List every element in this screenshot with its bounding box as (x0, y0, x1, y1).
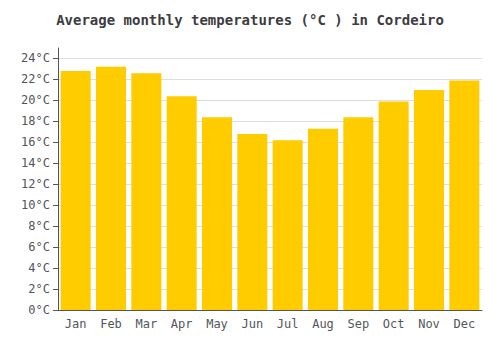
svg-text:Apr: Apr (171, 317, 193, 331)
svg-text:2°C: 2°C (28, 282, 50, 296)
svg-text:Nov: Nov (418, 317, 440, 331)
svg-text:Dec: Dec (453, 317, 475, 331)
svg-text:Average monthly temperatures (: Average monthly temperatures (°C ) in Co… (56, 12, 444, 28)
svg-text:Jun: Jun (241, 317, 263, 331)
svg-text:Mar: Mar (135, 317, 157, 331)
svg-text:12°C: 12°C (21, 177, 50, 191)
svg-text:Sep: Sep (347, 317, 369, 331)
svg-text:4°C: 4°C (28, 261, 50, 275)
svg-text:Jan: Jan (65, 317, 87, 331)
svg-text:14°C: 14°C (21, 156, 50, 170)
svg-text:18°C: 18°C (21, 114, 50, 128)
svg-text:10°C: 10°C (21, 198, 50, 212)
svg-text:Aug: Aug (312, 317, 334, 331)
svg-text:24°C: 24°C (21, 51, 50, 65)
svg-text:0°C: 0°C (28, 303, 50, 317)
svg-text:Oct: Oct (383, 317, 405, 331)
svg-text:6°C: 6°C (28, 240, 50, 254)
svg-text:16°C: 16°C (21, 135, 50, 149)
svg-text:8°C: 8°C (28, 219, 50, 233)
svg-text:Feb: Feb (100, 317, 122, 331)
svg-text:20°C: 20°C (21, 93, 50, 107)
svg-text:22°C: 22°C (21, 72, 50, 86)
svg-text:Jul: Jul (277, 317, 299, 331)
svg-text:May: May (206, 317, 228, 331)
